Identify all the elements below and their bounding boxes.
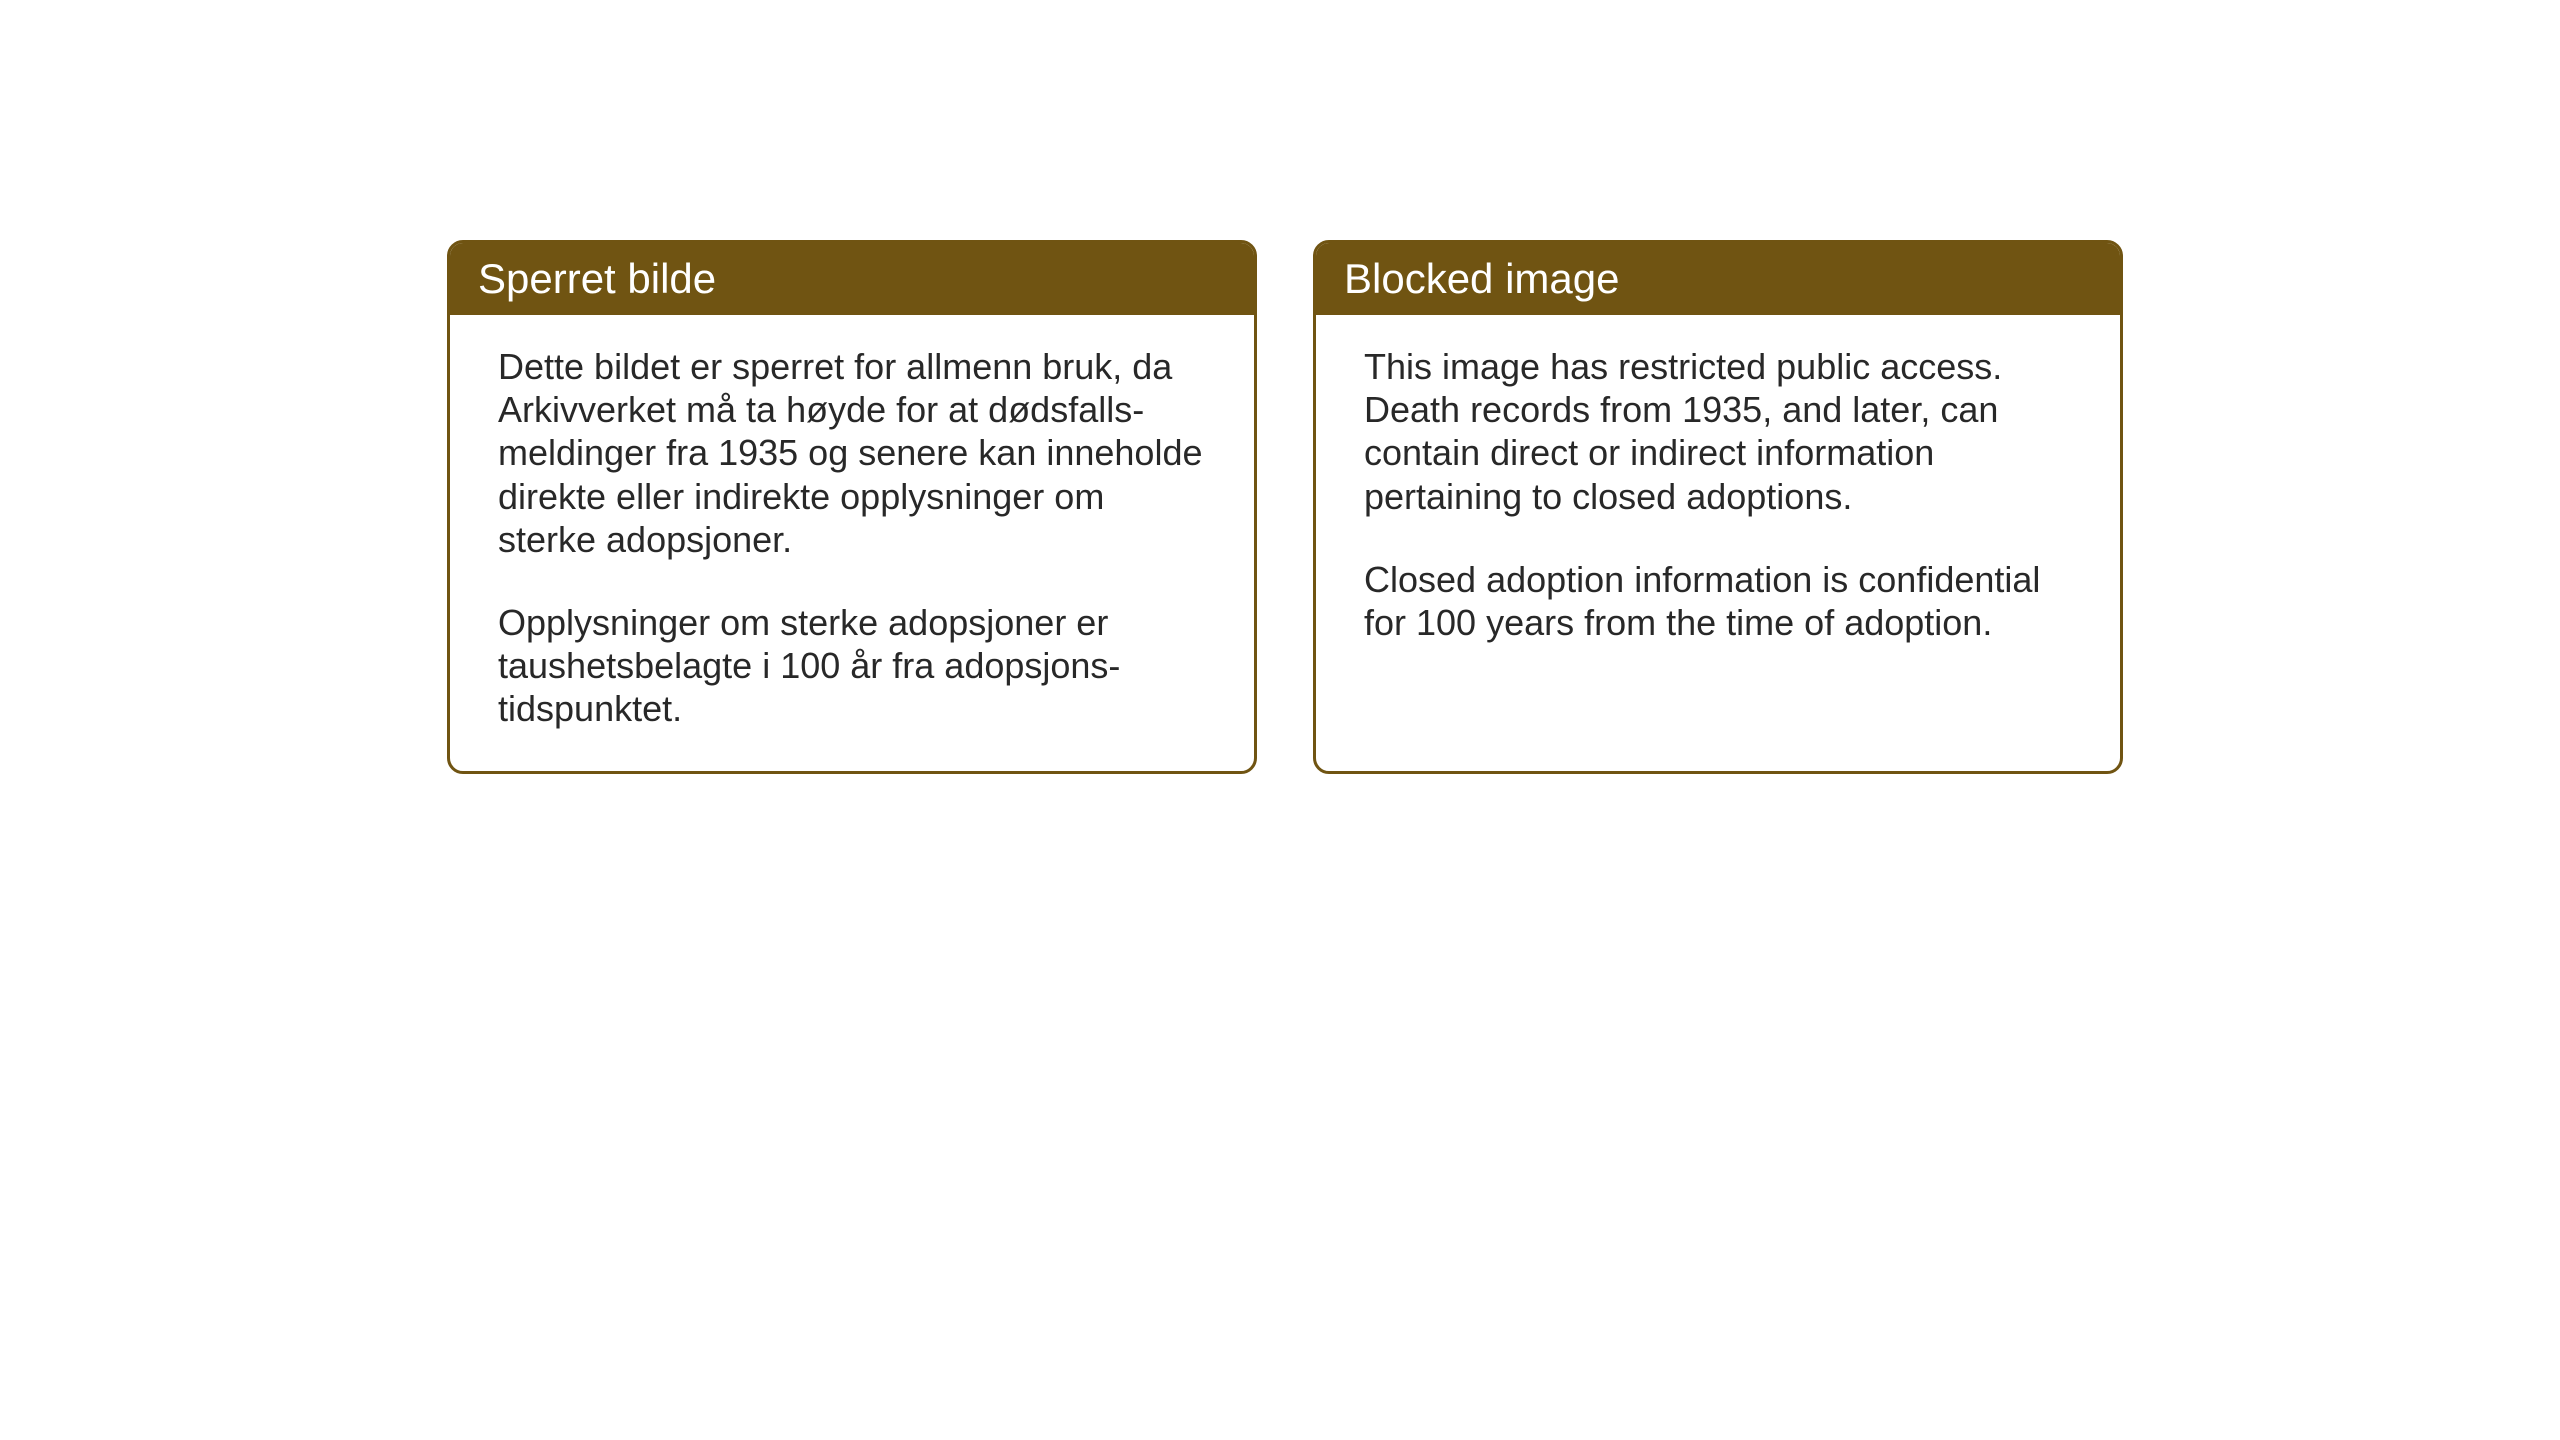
english-paragraph-1: This image has restricted public access.… [1364,345,2072,518]
cards-container: Sperret bilde Dette bildet er sperret fo… [0,0,2560,774]
norwegian-card-header: Sperret bilde [450,243,1254,315]
norwegian-card-title: Sperret bilde [478,255,716,302]
norwegian-card-body: Dette bildet er sperret for allmenn bruk… [450,315,1254,771]
english-card-title: Blocked image [1344,255,1619,302]
english-card: Blocked image This image has restricted … [1313,240,2123,774]
norwegian-paragraph-1: Dette bildet er sperret for allmenn bruk… [498,345,1206,561]
norwegian-card: Sperret bilde Dette bildet er sperret fo… [447,240,1257,774]
english-paragraph-2: Closed adoption information is confident… [1364,558,2072,644]
english-card-header: Blocked image [1316,243,2120,315]
english-card-body: This image has restricted public access.… [1316,315,2120,684]
norwegian-paragraph-2: Opplysninger om sterke adopsjoner er tau… [498,601,1206,731]
